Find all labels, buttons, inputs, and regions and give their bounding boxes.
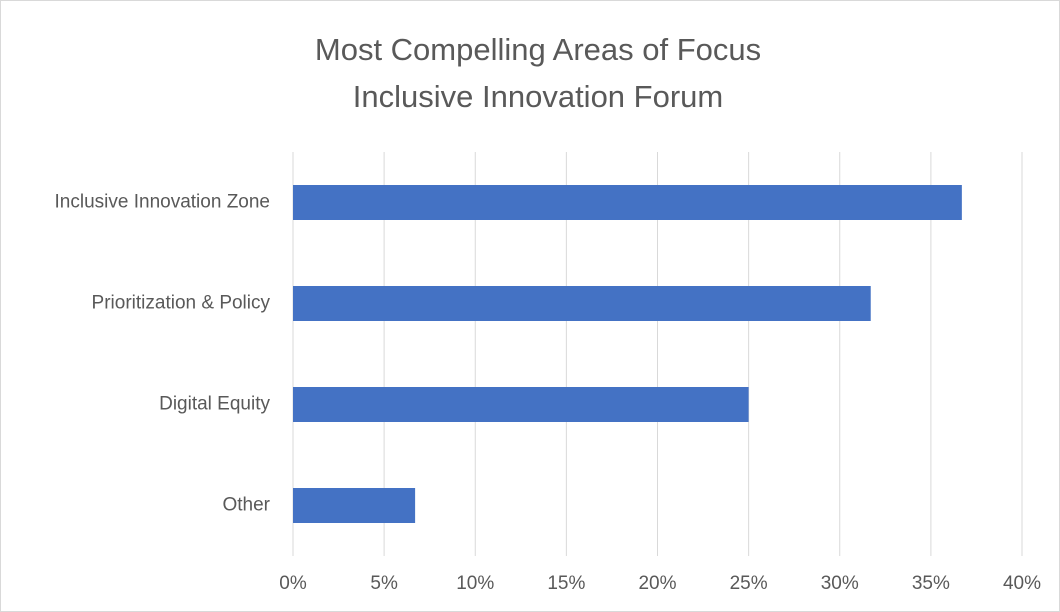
y-tick-label: Digital Equity <box>159 394 270 415</box>
x-tick-label: 30% <box>821 573 859 594</box>
x-tick-label: 15% <box>547 573 585 594</box>
x-tick-label: 25% <box>730 573 768 594</box>
y-tick-label: Other <box>222 495 270 516</box>
x-tick-label: 20% <box>638 573 676 594</box>
bar <box>293 488 416 523</box>
chart-subtitle: Inclusive Innovation Forum <box>353 79 723 114</box>
x-tick-label: 0% <box>279 573 307 594</box>
x-tick-label: 10% <box>456 573 494 594</box>
chart-title: Most Compelling Areas of Focus <box>315 32 761 67</box>
y-tick-label: Inclusive Innovation Zone <box>55 192 270 213</box>
bar <box>293 185 962 220</box>
bar <box>293 387 749 422</box>
y-tick-label: Prioritization & Policy <box>92 293 271 314</box>
bar <box>293 286 871 321</box>
x-tick-label: 35% <box>912 573 950 594</box>
x-tick-label: 5% <box>370 573 398 594</box>
x-tick-label: 40% <box>1003 573 1041 594</box>
